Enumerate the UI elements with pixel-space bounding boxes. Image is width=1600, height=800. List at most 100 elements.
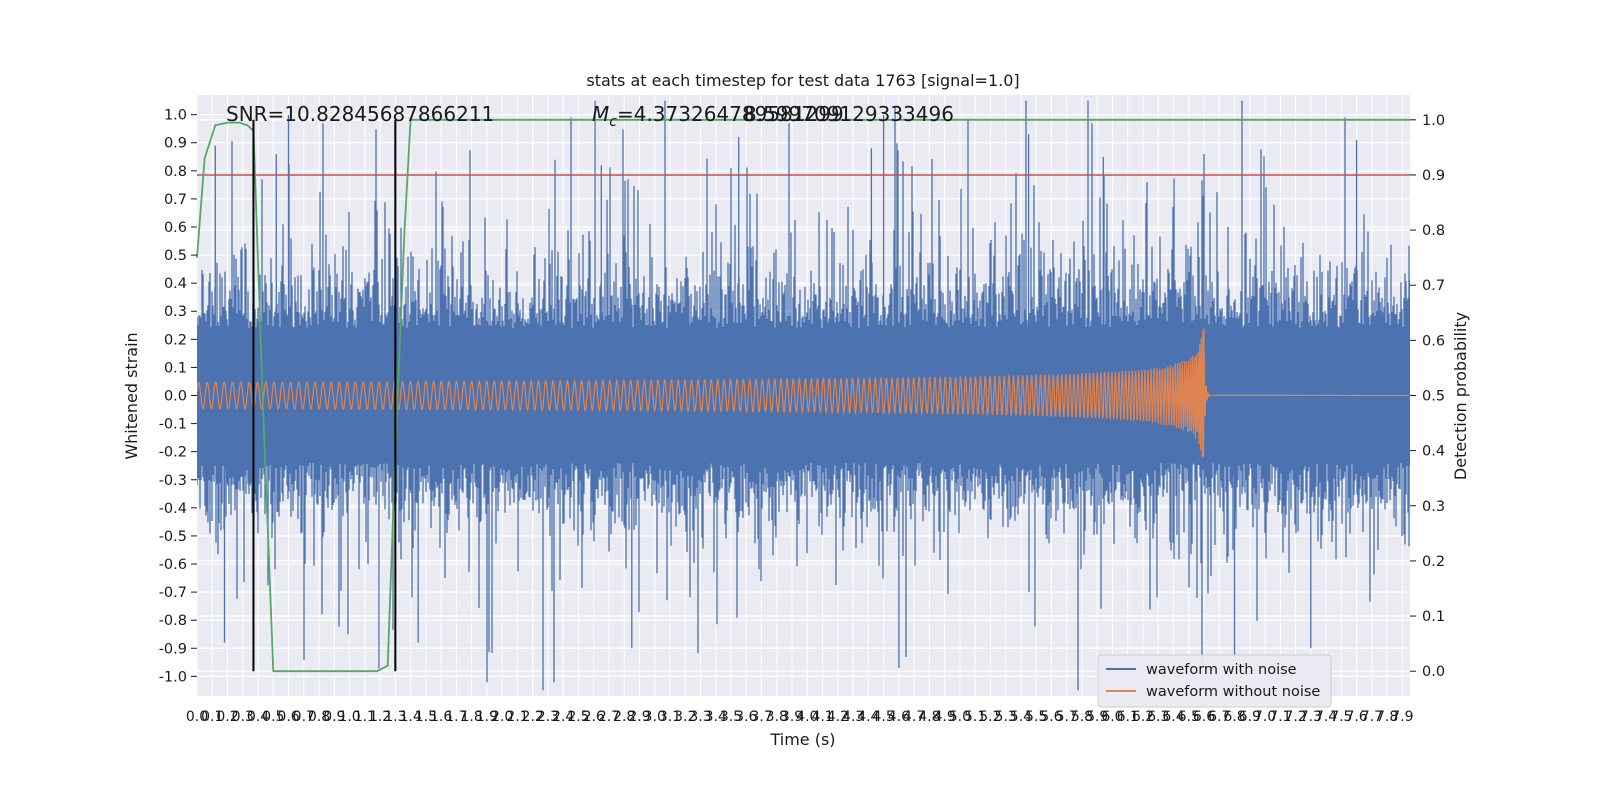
y2-axis-label: Detection probability bbox=[1451, 312, 1470, 480]
x-tick-label: 4.4 bbox=[857, 709, 879, 725]
right-axis-ticks: 1.0 0.9 0.8 0.7 0.6 0.5 0.4 0.3 0.2 0.1 0.0 bbox=[1410, 113, 1445, 680]
x-tick-label: 3.9 bbox=[781, 709, 803, 725]
x-tick-label: 6.0 bbox=[1101, 709, 1123, 725]
y-tick-label: 1.0 bbox=[164, 108, 187, 124]
left-axis-ticks: 1.0 0.9 0.8 0.7 0.6 0.5 0.4 0.3 0.2 0.1 0.0 -0.1 -0.… bbox=[159, 108, 197, 685]
x-tick-label: 5.0 bbox=[949, 709, 971, 725]
x-tick-label: 4.5 bbox=[872, 709, 894, 725]
x-tick-label: 2.7 bbox=[598, 709, 620, 725]
y-tick-label: -0.9 bbox=[159, 641, 187, 657]
x-tick-label: 2.9 bbox=[628, 709, 650, 725]
x-tick-label: 7.6 bbox=[1345, 709, 1367, 725]
chirp-mass-annotation: Mc=4.373264789581299 bbox=[592, 102, 844, 130]
y-tick-label: 0.5 bbox=[164, 248, 187, 264]
x-tick-label: 5.3 bbox=[995, 709, 1017, 725]
x-tick-label: 7.3 bbox=[1300, 709, 1322, 725]
y2-tick-label: 0.4 bbox=[1422, 444, 1445, 460]
y-tick-label: 0.0 bbox=[164, 389, 187, 405]
x-tick-label: 6.8 bbox=[1223, 709, 1245, 725]
y-tick-label: -0.7 bbox=[159, 585, 187, 601]
x-tick-label: 3.2 bbox=[674, 709, 696, 725]
x-tick-label: 1.7 bbox=[445, 709, 467, 725]
y-tick-label: 0.2 bbox=[164, 332, 187, 348]
probability-trace bbox=[196, 118, 1410, 673]
x-tick-label: 2.5 bbox=[567, 709, 589, 725]
x-tick-label: 5.8 bbox=[1071, 709, 1093, 725]
y2-tick-label: 0.2 bbox=[1422, 554, 1445, 570]
x-tick-label: 4.0 bbox=[796, 709, 818, 725]
y-axis-label: Whitened strain bbox=[122, 332, 141, 459]
y2-tick-label: 0.3 bbox=[1422, 499, 1445, 515]
y-tick-label: -0.5 bbox=[159, 529, 187, 545]
y-tick-label: 0.7 bbox=[164, 192, 187, 208]
x-tick-label: 3.4 bbox=[705, 709, 727, 725]
overlapping-annotation: 8.599709129333496 bbox=[744, 102, 954, 126]
legend-box bbox=[1097, 654, 1332, 708]
vertical-markers bbox=[252, 119, 397, 672]
x-tick-label: 1.9 bbox=[476, 709, 498, 725]
y-tick-label: 0.4 bbox=[164, 276, 187, 292]
x-tick-label: 3.1 bbox=[659, 709, 681, 725]
chirp-mass-symbol: M bbox=[592, 102, 609, 126]
x-tick-label: 7.5 bbox=[1330, 709, 1352, 725]
snr-annotation: SNR=10.82845687866211 bbox=[226, 102, 494, 126]
x-tick-label: 4.6 bbox=[888, 709, 910, 725]
x-tick-label: 1.8 bbox=[461, 709, 483, 725]
x-tick-label: 5.6 bbox=[1040, 709, 1062, 725]
chirp-mass-subscript: c bbox=[609, 114, 617, 130]
x-tick-label: 0.5 bbox=[262, 709, 284, 725]
y-tick-label: -0.2 bbox=[159, 445, 187, 461]
chirp-mass-value: =4.373264789581299 bbox=[617, 102, 844, 126]
x-tick-label: 1.2 bbox=[369, 709, 391, 725]
x-tick-label: 6.3 bbox=[1147, 709, 1169, 725]
x-tick-label: 0.6 bbox=[277, 709, 299, 725]
x-tick-label: 6.5 bbox=[1178, 709, 1200, 725]
y2-tick-label: 0.6 bbox=[1422, 333, 1445, 349]
x-tick-label: 2.0 bbox=[491, 709, 513, 725]
y2-tick-label: 0.0 bbox=[1422, 664, 1445, 680]
x-tick-label: 1.6 bbox=[430, 709, 452, 725]
x-tick-label: 7.0 bbox=[1254, 709, 1276, 725]
x-tick-label: 3.3 bbox=[689, 709, 711, 725]
y-tick-label: 0.9 bbox=[164, 136, 187, 152]
x-tick-label: 7.7 bbox=[1361, 709, 1383, 725]
x-tick-label: 3.0 bbox=[644, 709, 666, 725]
x-tick-label: 2.2 bbox=[522, 709, 544, 725]
x-tick-label: 6.1 bbox=[1117, 709, 1139, 725]
x-tick-label: 4.1 bbox=[811, 709, 833, 725]
y-tick-label: -0.4 bbox=[159, 501, 187, 517]
y2-tick-label: 0.7 bbox=[1422, 278, 1445, 294]
x-axis-label: Time (s) bbox=[769, 730, 835, 749]
x-tick-label: 6.9 bbox=[1239, 709, 1261, 725]
x-tick-label: 2.4 bbox=[552, 709, 574, 725]
x-tick-label: 4.2 bbox=[827, 709, 849, 725]
x-tick-label: 2.1 bbox=[506, 709, 528, 725]
x-tick-label: 5.1 bbox=[964, 709, 986, 725]
x-tick-label: 3.8 bbox=[766, 709, 788, 725]
y-tick-label: 0.1 bbox=[164, 360, 187, 376]
y-tick-label: -1.0 bbox=[159, 669, 187, 685]
x-tick-label: 3.7 bbox=[750, 709, 772, 725]
x-tick-label: 7.1 bbox=[1269, 709, 1291, 725]
x-tick-label: 0.2 bbox=[216, 709, 238, 725]
y-tick-label: 0.6 bbox=[164, 220, 187, 236]
x-tick-label: 0.9 bbox=[323, 709, 345, 725]
legend-label-clean: waveform without noise bbox=[1146, 684, 1320, 700]
detection-probability-series bbox=[196, 118, 1410, 673]
y-tick-label: 0.8 bbox=[164, 164, 187, 180]
x-tick-label: 5.7 bbox=[1056, 709, 1078, 725]
x-tick-label: 2.6 bbox=[583, 709, 605, 725]
chart-title: stats at each timestep for test data 176… bbox=[586, 71, 1019, 90]
y2-tick-label: 0.8 bbox=[1422, 223, 1445, 239]
x-tick-label: 1.3 bbox=[384, 709, 406, 725]
x-tick-label: 2.8 bbox=[613, 709, 635, 725]
x-tick-label: 6.2 bbox=[1132, 709, 1154, 725]
x-tick-label: 0.7 bbox=[293, 709, 315, 725]
y2-tick-label: 1.0 bbox=[1422, 113, 1445, 129]
x-tick-label: 6.4 bbox=[1162, 709, 1184, 725]
x-tick-label: 7.8 bbox=[1376, 709, 1398, 725]
x-tick-label: 0.3 bbox=[232, 709, 254, 725]
x-tick-label: 3.6 bbox=[735, 709, 757, 725]
x-tick-label: 5.4 bbox=[1010, 709, 1032, 725]
